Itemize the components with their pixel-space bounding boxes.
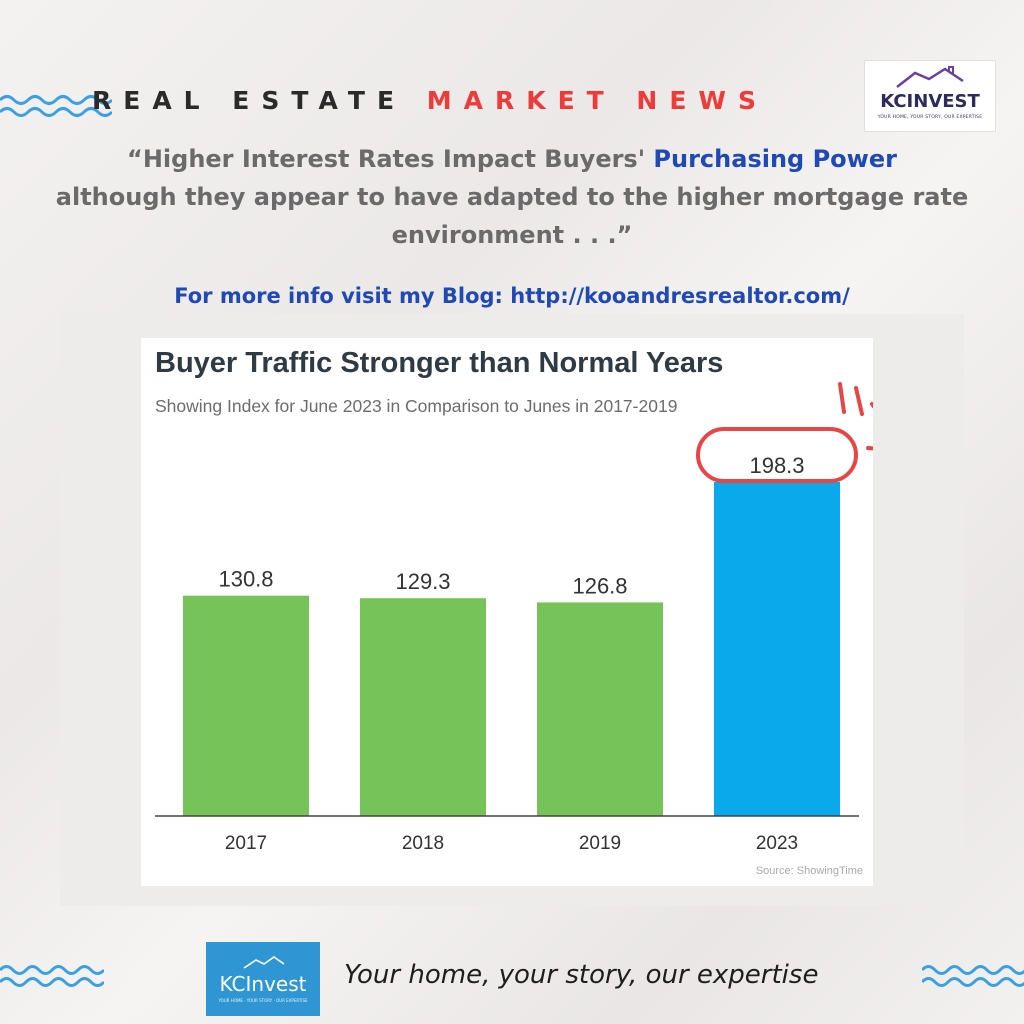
- category-label-2019: 2019: [579, 833, 621, 854]
- chart-source: Source: ShowingTime: [756, 865, 863, 877]
- header-part-market-news: MARKET NEWS: [426, 86, 769, 115]
- category-label-2017: 2017: [225, 833, 267, 854]
- logo-tagline: YOUR HOME, YOUR STORY, OUR EXPERTISE: [877, 115, 983, 120]
- quote-line-3: environment . . .”: [391, 221, 633, 249]
- logo-wordmark: KCINVEST: [880, 91, 980, 112]
- wave-decoration-top-left: [0, 95, 112, 117]
- category-label-2023: 2023: [756, 833, 798, 854]
- chart-subtitle: Showing Index for June 2023 in Compariso…: [155, 396, 677, 416]
- quote-line-1-text: “Higher Interest Rates Impact Buyers': [127, 145, 654, 173]
- value-label-2018: 129.3: [395, 569, 450, 594]
- bar-2023: [714, 482, 840, 816]
- highlight-burst-ray: [854, 386, 864, 416]
- page-header: REAL ESTATE MARKET NEWS: [0, 86, 860, 115]
- wave-decoration-bottom-right: [922, 965, 1024, 987]
- bar-2017: [183, 595, 309, 816]
- quote-line-2: although they appear to have adapted to …: [55, 183, 969, 211]
- category-label-2018: 2018: [402, 833, 444, 854]
- highlight-burst-ray: [870, 402, 873, 409]
- blog-link[interactable]: For more info visit my Blog: http://kooa…: [174, 284, 850, 308]
- value-label-2017: 130.8: [218, 567, 273, 592]
- quote-highlight-purchasing-power: Purchasing Power: [653, 145, 897, 173]
- bar-2018: [360, 598, 486, 816]
- footer-kcinvest-logo: KCInvest YOUR HOME · YOUR STORY · OUR EX…: [206, 942, 320, 1016]
- house-roof-icon: [896, 66, 964, 88]
- chart-card: Buyer Traffic Stronger than Normal Years…: [141, 338, 873, 886]
- footer-logo-tagline: YOUR HOME · YOUR STORY · OUR EXPERTISE: [218, 998, 308, 1003]
- value-label-2023: 198.3: [749, 453, 804, 478]
- wave-decoration-bottom-left: [0, 965, 104, 987]
- buyer-traffic-bar-chart: Buyer Traffic Stronger than Normal Years…: [155, 347, 873, 877]
- footer-logo-wordmark: KCInvest: [219, 972, 307, 996]
- quote-line-1: “Higher Interest Rates Impact Buyers' Pu…: [20, 140, 1004, 178]
- highlight-burst-ray: [838, 382, 846, 414]
- bar-2019: [537, 602, 663, 816]
- highlight-ring-2023: [696, 427, 858, 483]
- value-label-2019: 126.8: [572, 573, 627, 598]
- footer-tagline: Your home, your story, our expertise: [344, 960, 819, 990]
- header-part-real-estate: REAL ESTATE: [91, 86, 407, 115]
- highlight-burst-ray: [866, 446, 873, 451]
- chart-title: Buyer Traffic Stronger than Normal Years: [155, 347, 723, 379]
- house-outline-icon: [243, 956, 285, 969]
- headline-quote: “Higher Interest Rates Impact Buyers' Pu…: [20, 140, 1004, 254]
- kcinvest-logo: KCINVEST YOUR HOME, YOUR STORY, OUR EXPE…: [864, 60, 996, 132]
- chart-bars-group: 130.8 2017 129.3 2018 126.8 2019 198.3 2023: [155, 382, 873, 854]
